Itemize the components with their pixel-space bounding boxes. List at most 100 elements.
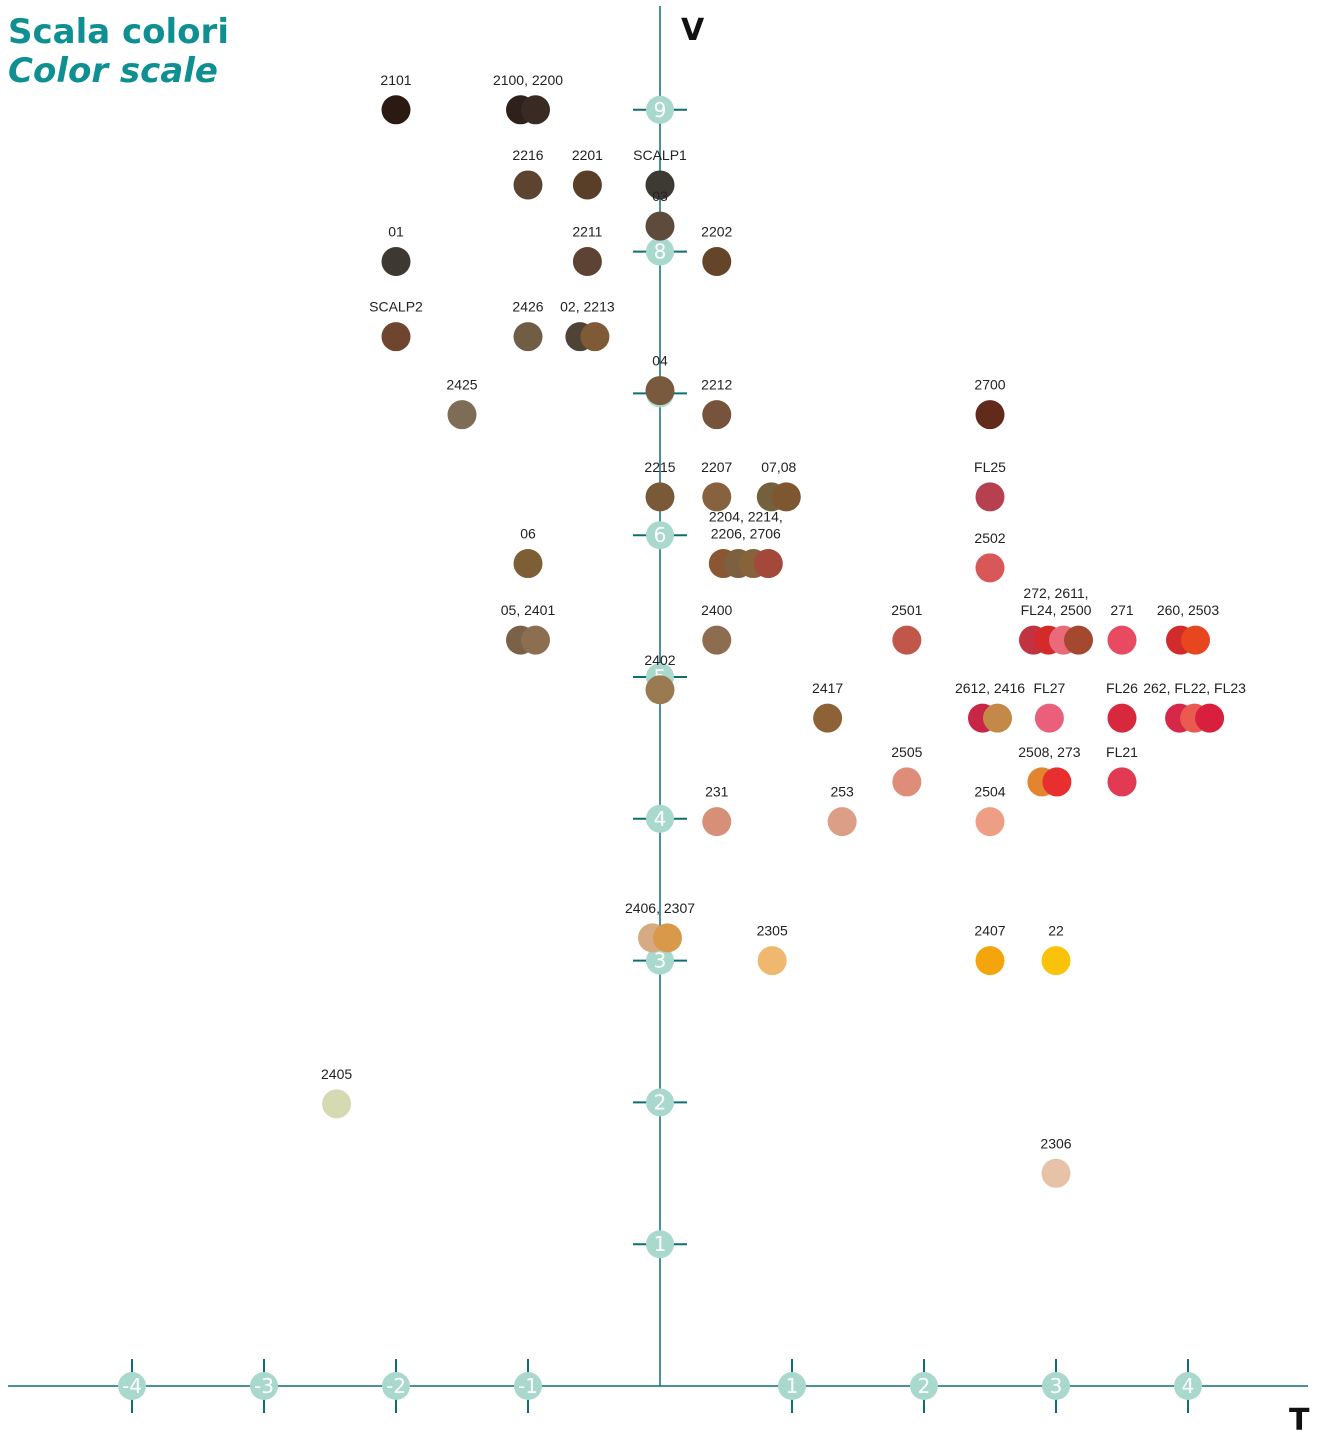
dot-label: 2201 xyxy=(572,147,603,163)
color-dot[interactable] xyxy=(381,247,411,277)
dot-label: 2101 xyxy=(380,72,411,88)
color-dot[interactable] xyxy=(1107,767,1137,797)
dot-label: SCALP2 xyxy=(369,299,423,315)
dot-label: 260, 2503 xyxy=(1157,602,1219,618)
dot-label: FL26 xyxy=(1106,680,1138,696)
color-dot[interactable] xyxy=(1181,625,1210,655)
color-dot[interactable] xyxy=(892,767,922,797)
y-axis-label: V xyxy=(681,13,705,48)
color-dot[interactable] xyxy=(580,322,610,352)
color-dot[interactable] xyxy=(702,625,732,655)
color-dot[interactable] xyxy=(813,703,843,733)
x-tick-label: 3 xyxy=(1050,1374,1063,1398)
dot-label: 2407 xyxy=(974,923,1005,939)
chart-title: Scala colori xyxy=(8,12,229,52)
title-block: Scala colori Color scale xyxy=(8,12,229,90)
dot-label: 2305 xyxy=(757,923,788,939)
color-dot[interactable] xyxy=(653,923,682,953)
dot-label: 2508, 273 xyxy=(1018,744,1080,760)
color-dot[interactable] xyxy=(702,482,732,512)
x-tick-label: -4 xyxy=(122,1374,142,1398)
color-dot[interactable] xyxy=(1195,703,1225,733)
color-dot[interactable] xyxy=(983,703,1012,733)
dot-label: SCALP1 xyxy=(633,147,687,163)
color-dot[interactable] xyxy=(702,807,732,837)
color-dot[interactable] xyxy=(975,946,1005,976)
x-tick-label: -2 xyxy=(386,1374,406,1398)
color-dot[interactable] xyxy=(1107,703,1137,733)
color-dot[interactable] xyxy=(975,400,1005,430)
dot-label: 2700 xyxy=(974,377,1005,393)
dot-label: 253 xyxy=(830,784,854,800)
dot-label: 2425 xyxy=(446,377,477,393)
dot-label: 2215 xyxy=(644,459,675,475)
x-tick-bubble xyxy=(778,1372,806,1400)
color-dot[interactable] xyxy=(702,247,732,277)
color-dot[interactable] xyxy=(645,170,675,200)
color-dot[interactable] xyxy=(521,625,550,655)
color-dot[interactable] xyxy=(1107,625,1137,655)
color-dot[interactable] xyxy=(572,247,602,277)
dot-label: 2504 xyxy=(974,784,1005,800)
dot-label: FL24, 2500 xyxy=(1021,602,1092,618)
dot-label: FL25 xyxy=(974,459,1006,475)
color-dot[interactable] xyxy=(513,549,543,579)
x-tick-bubble xyxy=(250,1372,278,1400)
dot-label: 2417 xyxy=(812,680,843,696)
x-tick-bubble xyxy=(910,1372,938,1400)
y-tick-bubble xyxy=(646,804,674,833)
color-dot[interactable] xyxy=(975,482,1005,512)
y-tick-bubble xyxy=(646,946,674,975)
color-dot[interactable] xyxy=(702,400,732,430)
dot-label: 2405 xyxy=(321,1066,352,1082)
color-dot[interactable] xyxy=(1064,625,1093,655)
x-tick-bubble xyxy=(118,1372,146,1400)
color-dot[interactable] xyxy=(572,170,602,200)
x-tick-bubble xyxy=(1042,1372,1070,1400)
dot-label: 06 xyxy=(520,526,536,542)
dot-label: 2206, 2706 xyxy=(711,526,781,542)
color-dot[interactable] xyxy=(1042,767,1072,797)
y-tick-label: 3 xyxy=(654,949,667,973)
dot-label: FL21 xyxy=(1106,744,1138,760)
dot-label: 02, 2213 xyxy=(560,299,615,315)
color-dot[interactable] xyxy=(381,322,411,352)
dot-label: 2216 xyxy=(512,147,543,163)
color-dot[interactable] xyxy=(645,211,675,241)
dot-label: 2202 xyxy=(701,224,732,240)
color-dot[interactable] xyxy=(892,625,922,655)
dot-label: 2100, 2200 xyxy=(493,72,563,88)
y-tick-bubble xyxy=(646,521,674,550)
color-dot[interactable] xyxy=(1041,946,1071,976)
x-tick-label: 1 xyxy=(786,1374,799,1398)
y-tick-label: 4 xyxy=(654,807,667,831)
dot-label: 272, 2611, xyxy=(1023,585,1088,601)
color-dot[interactable] xyxy=(753,549,783,579)
color-dot[interactable] xyxy=(771,482,801,512)
color-dot[interactable] xyxy=(447,400,477,430)
color-dot[interactable] xyxy=(381,95,411,125)
color-dot[interactable] xyxy=(757,946,787,976)
color-dot[interactable] xyxy=(827,807,857,837)
color-dot[interactable] xyxy=(513,170,543,200)
color-dot[interactable] xyxy=(322,1089,352,1119)
dot-label: 05, 2401 xyxy=(501,602,556,618)
color-dot[interactable] xyxy=(1034,703,1064,733)
color-dot[interactable] xyxy=(975,553,1005,583)
color-dot[interactable] xyxy=(975,807,1005,837)
color-dot[interactable] xyxy=(513,322,543,352)
x-tick-label: 2 xyxy=(918,1374,931,1398)
color-dot[interactable] xyxy=(1041,1158,1071,1188)
x-tick-label: -3 xyxy=(254,1374,274,1398)
y-tick-label: 8 xyxy=(654,240,667,264)
color-dot[interactable] xyxy=(645,482,675,512)
y-tick-bubble xyxy=(646,1230,674,1259)
y-tick-label: 9 xyxy=(654,98,667,122)
y-tick-bubble xyxy=(646,1088,674,1117)
dot-label: 2400 xyxy=(701,602,732,618)
color-dot[interactable] xyxy=(645,675,675,705)
y-tick-bubble xyxy=(646,237,674,266)
color-dot[interactable] xyxy=(645,376,675,406)
color-dot[interactable] xyxy=(521,95,550,125)
dot-label: 22 xyxy=(1048,923,1064,939)
